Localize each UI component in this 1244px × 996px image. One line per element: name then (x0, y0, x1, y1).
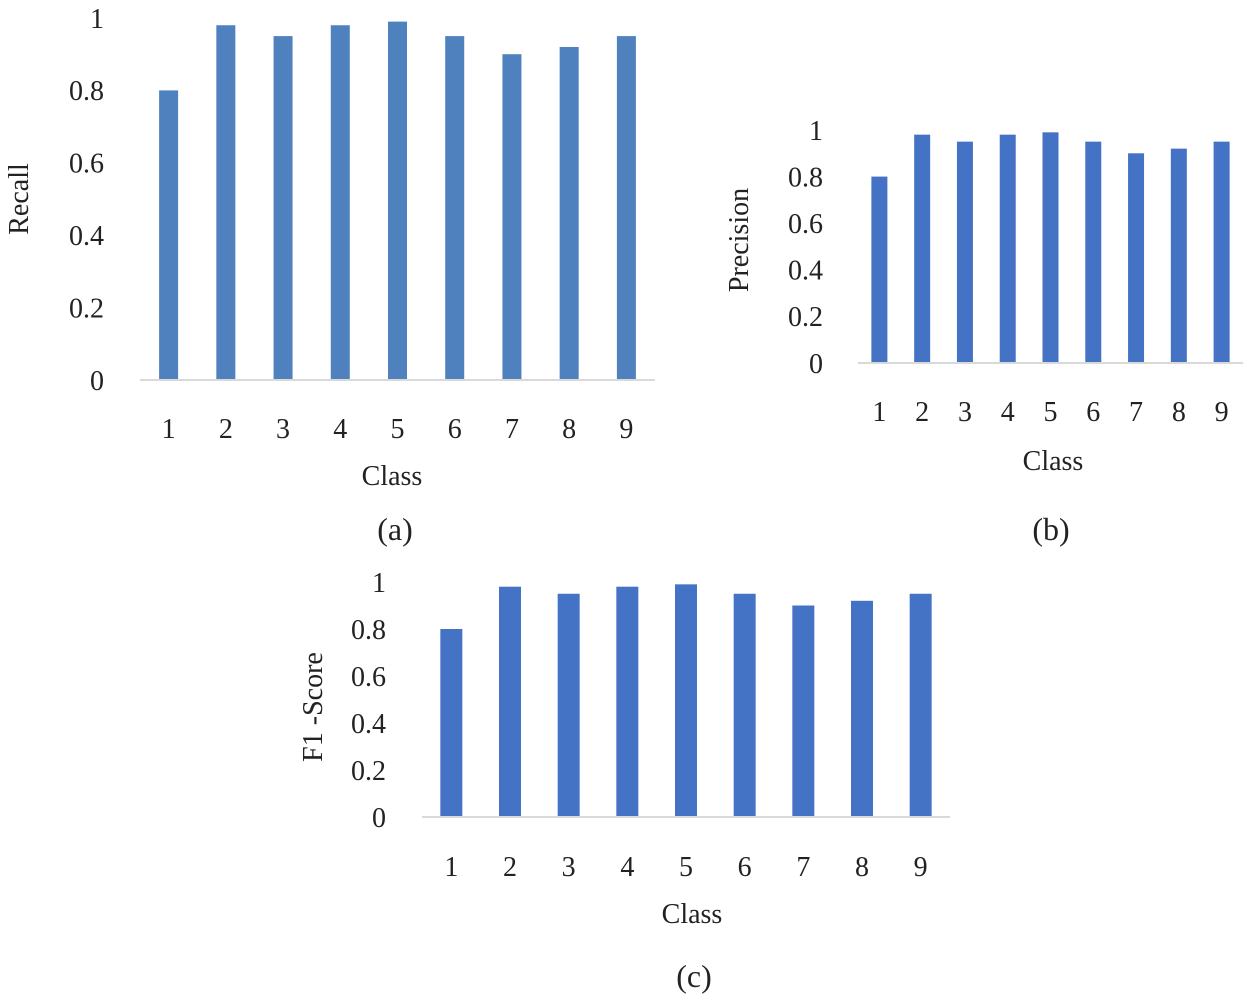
y-tick-label: 1 (809, 116, 823, 147)
bar-class-6 (733, 593, 756, 817)
bar-class-5 (675, 584, 697, 817)
x-tick-label: 6 (738, 852, 752, 883)
bar-class-9 (616, 36, 636, 380)
x-tick-label: 1 (444, 852, 458, 883)
y-tick-label: 0 (372, 803, 386, 834)
x-tick-label: 7 (505, 414, 519, 445)
x-tick-label: 5 (679, 852, 693, 883)
y-tick-label: 0.6 (69, 149, 104, 180)
x-tick-label: 8 (855, 852, 869, 883)
y-tick-label: 0.6 (351, 662, 386, 693)
x-tick-label: 7 (796, 852, 810, 883)
panel-label: (b) (1032, 511, 1069, 547)
bar-class-1 (440, 629, 463, 817)
y-tick-label: 0.2 (69, 293, 104, 324)
bar-class-5 (1042, 132, 1059, 363)
panel-label: (a) (377, 511, 413, 547)
bar-class-6 (445, 36, 465, 380)
x-tick-label: 3 (562, 852, 576, 883)
y-tick-label: 0 (809, 349, 823, 380)
y-axis-title: Recall (4, 163, 35, 235)
x-axis-title: Class (662, 899, 723, 930)
bar-class-4 (616, 586, 639, 817)
bar-class-5 (388, 21, 407, 381)
x-axis-title: Class (1023, 446, 1084, 477)
bar-class-4 (330, 25, 350, 381)
bar-class-6 (1085, 141, 1102, 363)
x-tick-label: 1 (162, 414, 176, 445)
x-tick-label: 6 (1086, 397, 1100, 428)
x-tick-label: 5 (391, 414, 405, 445)
x-axis-title: Class (362, 461, 423, 492)
y-tick-label: 0.4 (351, 709, 386, 740)
x-tick-label: 9 (619, 414, 633, 445)
bar-class-9 (1213, 141, 1230, 363)
x-tick-label: 2 (915, 397, 929, 428)
y-tick-label: 0.4 (69, 221, 104, 252)
bar-class-3 (956, 141, 973, 363)
y-tick-label: 1 (372, 568, 386, 599)
panel-recall: 0 0.2 0.4 0.6 0.8 1 1 2 3 4 5 6 7 8 9 Class Recall (a) (4, 4, 655, 547)
bar-class-8 (1170, 148, 1187, 363)
x-tick-label: 3 (958, 397, 972, 428)
y-tick-label: 0.8 (351, 615, 386, 646)
y-axis-title: Precision (724, 188, 755, 292)
x-tick-label: 4 (1001, 397, 1015, 428)
y-tick-label: 1 (90, 4, 104, 35)
bar-class-7 (1128, 153, 1145, 363)
y-tick-label: 0.4 (788, 256, 823, 287)
y-tick-label: 0.8 (788, 162, 823, 193)
x-tick-label: 5 (1044, 397, 1058, 428)
x-tick-label: 6 (448, 414, 462, 445)
bar-class-8 (851, 600, 873, 817)
x-tick-label: 1 (872, 397, 886, 428)
bar-class-3 (273, 36, 293, 380)
bar-class-8 (559, 46, 579, 381)
bar-class-9 (909, 593, 932, 817)
y-axis-title: F1 -Score (298, 652, 329, 762)
bar-class-2 (914, 134, 931, 363)
x-tick-label: 8 (562, 414, 576, 445)
y-tick-label: 0.8 (69, 76, 104, 107)
x-tick-label: 4 (620, 852, 634, 883)
y-tick-label: 0.2 (788, 302, 823, 333)
bar-class-3 (557, 593, 580, 817)
x-tick-label: 7 (1129, 397, 1143, 428)
bar-class-7 (502, 54, 522, 380)
y-tick-label: 0 (90, 366, 104, 397)
bar-class-2 (216, 25, 236, 381)
y-tick-label: 0.2 (351, 756, 386, 787)
x-tick-label: 8 (1172, 397, 1186, 428)
bar-class-1 (159, 90, 179, 381)
bar-class-1 (871, 176, 888, 363)
bar-class-7 (792, 605, 815, 817)
panel-label: (c) (676, 958, 712, 994)
bar-class-2 (499, 586, 521, 817)
x-tick-label: 2 (503, 852, 517, 883)
x-tick-label: 3 (276, 414, 290, 445)
y-tick-label: 0.6 (788, 209, 823, 240)
x-tick-label: 9 (914, 852, 928, 883)
x-tick-label: 2 (219, 414, 233, 445)
x-tick-label: 9 (1215, 397, 1229, 428)
x-tick-label: 4 (333, 414, 347, 445)
panel-f1-score: 0 0.2 0.4 0.6 0.8 1 1 2 3 4 5 6 7 8 9 Class F1 -Score (c) (298, 568, 950, 994)
bar-class-4 (999, 134, 1016, 363)
